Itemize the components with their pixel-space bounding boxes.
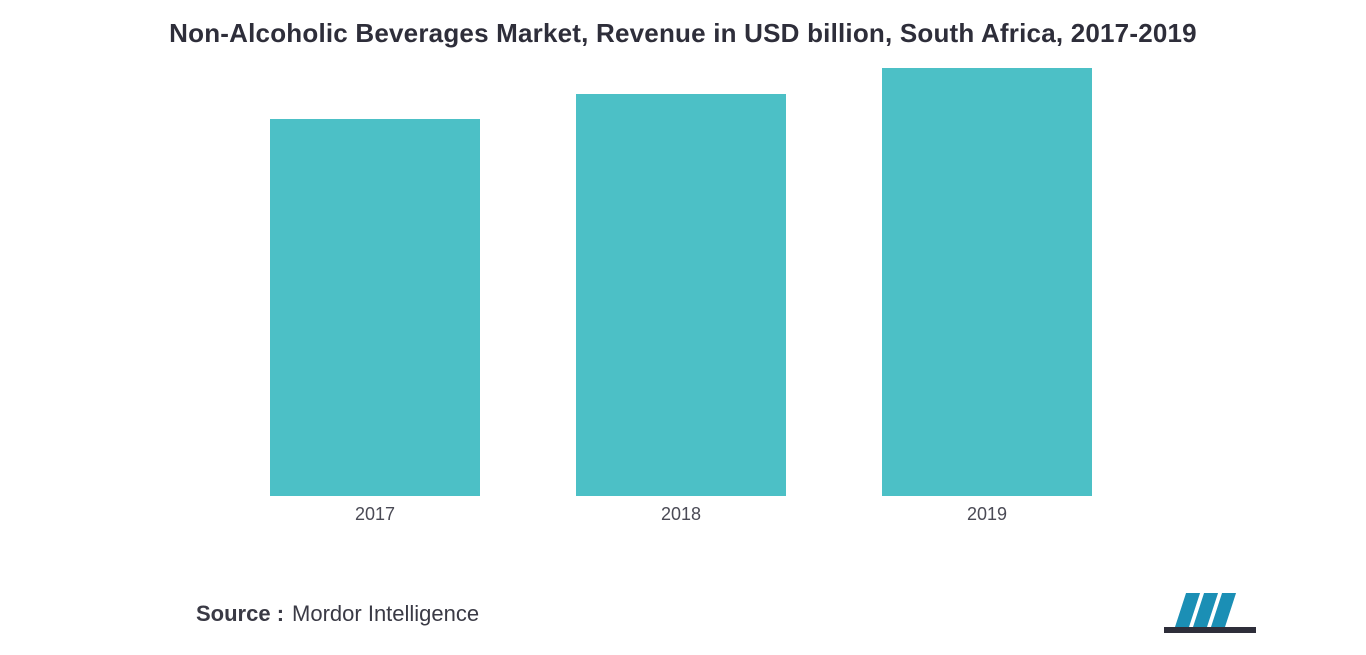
xaxis-label-2017: 2017 bbox=[270, 504, 480, 525]
source-value: Mordor Intelligence bbox=[292, 601, 479, 627]
source-label: Source : bbox=[196, 601, 284, 627]
source-footer: Source : Mordor Intelligence bbox=[196, 601, 479, 627]
chart-title: Non-Alcoholic Beverages Market, Revenue … bbox=[0, 18, 1366, 49]
bar-2018 bbox=[576, 94, 786, 496]
mordor-logo-icon bbox=[1164, 587, 1256, 635]
xaxis-label-2018: 2018 bbox=[576, 504, 786, 525]
chart-plot-area bbox=[240, 68, 1120, 496]
chart-stage: Non-Alcoholic Beverages Market, Revenue … bbox=[0, 0, 1366, 655]
brand-logo bbox=[1164, 587, 1256, 635]
xaxis-label-2019: 2019 bbox=[882, 504, 1092, 525]
bar-2019 bbox=[882, 68, 1092, 496]
bar-2017 bbox=[270, 119, 480, 496]
